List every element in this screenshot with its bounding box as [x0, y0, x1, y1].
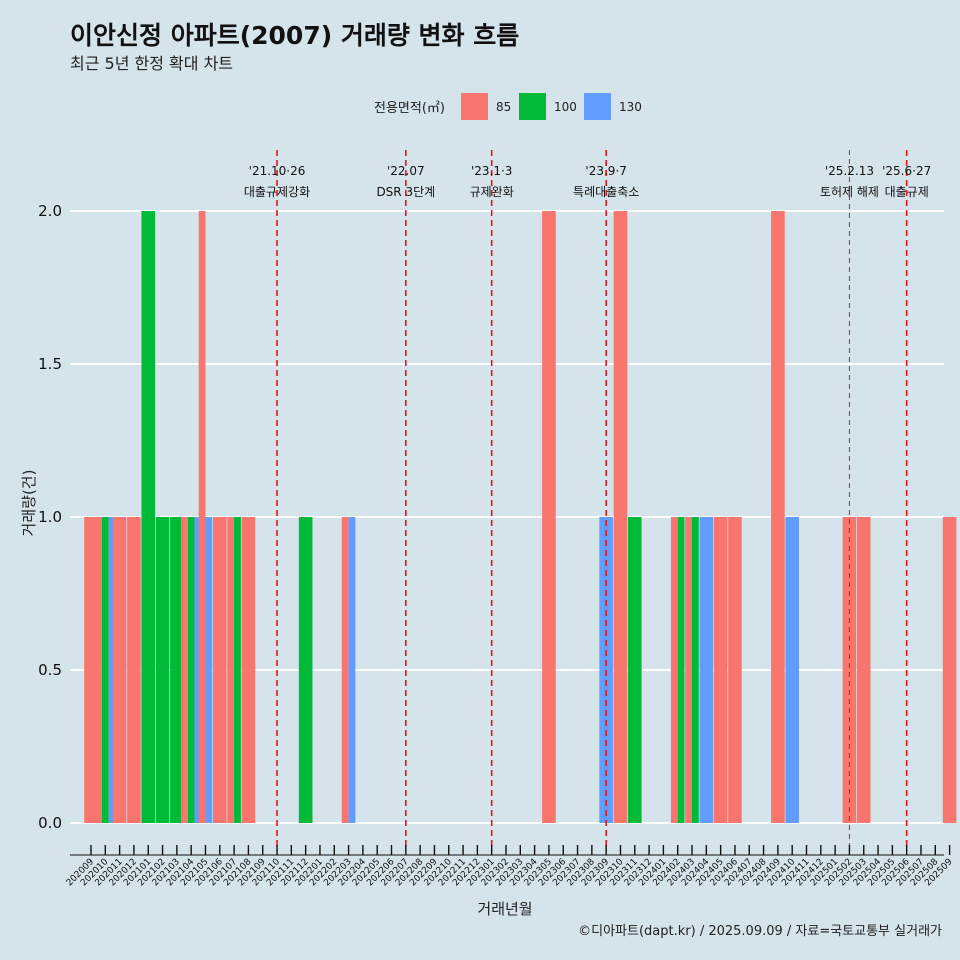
chart-title: 이안신정 아파트(2007) 거래량 변화 흐름 [70, 21, 519, 50]
bar-202305-85 [542, 211, 556, 823]
y-tick-label: 1.0 [38, 508, 62, 526]
legend-swatch-130 [584, 93, 611, 120]
bar-202503-85 [856, 517, 871, 823]
event-name-label: 대출규제강화 [244, 185, 310, 199]
bar-202203-130 [348, 517, 356, 823]
event-name-label: 토허제 해제 [820, 185, 879, 199]
bar-202403-100 [692, 517, 699, 823]
bar-202509-85 [942, 517, 957, 823]
event-name-label: 특례대출축소 [573, 185, 639, 199]
y-tick-label: 0.5 [38, 661, 62, 679]
bar-202010-130 [108, 517, 116, 823]
legend-swatch-100 [519, 93, 546, 120]
y-axis-title: 거래량(건) [20, 470, 38, 537]
event-name-label: 규제완화 [470, 185, 514, 199]
bar-202502-85 [842, 517, 857, 823]
bar-202405-85 [713, 517, 728, 823]
bar-202406-85 [728, 517, 742, 823]
x-axis-title: 거래년월 [477, 900, 532, 918]
event-date-label: '23.1·3 [471, 164, 512, 178]
event-date-label: '25.2.13 [825, 164, 874, 178]
event-date-label: '21.10·26 [249, 164, 306, 178]
event-date-label: '22.07 [387, 164, 425, 178]
legend-label-130: 130 [619, 100, 642, 114]
event-markers: '21.10·26 대출규제강화 '22.07 DSR 3단계 '23.1·3 규제완화 '… [244, 150, 931, 850]
y-tick-label: 0.0 [38, 814, 62, 832]
legend-swatch-85 [461, 93, 488, 120]
bar-202108-85 [241, 517, 256, 823]
bar-202404-130 [699, 517, 714, 823]
bar-202105-130 [205, 517, 213, 823]
bar-202103-100 [170, 517, 184, 823]
bar-202410-130 [785, 517, 799, 823]
bar-202112-100 [298, 517, 313, 823]
bar-202107-100 [234, 517, 241, 823]
legend-title: 전용면적(㎡) [374, 101, 445, 116]
bar-202102-100 [155, 517, 170, 823]
bar-202104-130 [194, 517, 202, 823]
y-tick-label: 2.0 [38, 202, 62, 220]
event-name-label: 대출규제 [885, 185, 929, 199]
bar-202310-85 [613, 211, 628, 823]
bar-202107-85 [227, 517, 235, 823]
bar-202402-100 [677, 517, 685, 823]
event-name-label: DSR 3단계 [376, 185, 435, 199]
caption: ©디아파트(dapt.kr) / 2025.09.09 / 자료=국토교통부 실… [578, 924, 942, 939]
bar-202402-85 [670, 517, 678, 823]
y-axis: 0.0 0.5 1.0 1.5 2.0 [38, 202, 62, 832]
bar-202104-85 [180, 517, 188, 823]
x-axis: 2020092020102020112020122021012021022021… [65, 845, 955, 888]
bar-202104-100 [187, 517, 195, 823]
bar-202012-85 [127, 517, 141, 823]
legend-label-100: 100 [554, 100, 577, 114]
bar-202010-100 [101, 517, 109, 823]
bar-202409-85 [771, 211, 785, 823]
bar-202403-85 [685, 517, 693, 823]
event-date-label: '25.6·27 [882, 164, 931, 178]
bar-202105-85 [198, 211, 206, 823]
bars [84, 211, 957, 823]
y-tick-label: 1.5 [38, 355, 62, 373]
event-date-label: '23.9·7 [585, 164, 626, 178]
legend-label-85: 85 [496, 100, 511, 114]
bar-202009-85 [84, 517, 98, 823]
bar-202011-85 [112, 517, 127, 823]
bar-202010-85 [95, 517, 102, 823]
bar-202203-85 [341, 517, 349, 823]
chart-subtitle: 최근 5년 한정 확대 차트 [70, 54, 233, 73]
bar-202106-85 [212, 517, 227, 823]
bar-202311-100 [627, 517, 642, 823]
legend: 전용면적(㎡) 85 100 130 [374, 93, 642, 120]
bar-202101-100 [141, 211, 156, 823]
